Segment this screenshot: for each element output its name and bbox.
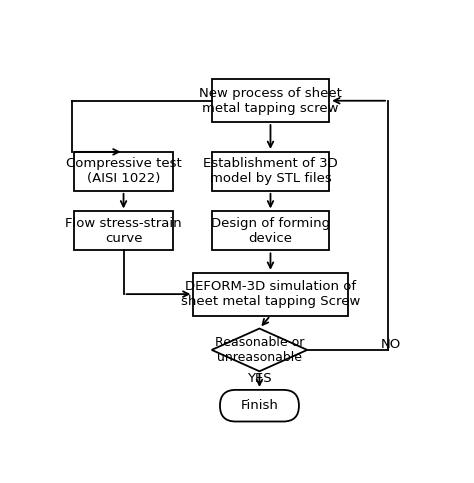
Text: Flow stress-strain
curve: Flow stress-strain curve (65, 217, 182, 245)
Text: Finish: Finish (240, 399, 278, 412)
Text: Reasonable or
unreasonable: Reasonable or unreasonable (215, 336, 304, 364)
Text: Design of forming
device: Design of forming device (211, 217, 330, 245)
Text: YES: YES (247, 372, 272, 385)
FancyBboxPatch shape (212, 152, 329, 191)
FancyBboxPatch shape (212, 212, 329, 250)
Text: New process of sheet
metal tapping screw: New process of sheet metal tapping screw (199, 87, 342, 115)
FancyBboxPatch shape (74, 152, 173, 191)
FancyBboxPatch shape (220, 390, 299, 422)
Text: Establishment of 3D
model by STL files: Establishment of 3D model by STL files (203, 157, 338, 185)
Text: NO: NO (381, 338, 401, 351)
Text: Compressive test
(AISI 1022): Compressive test (AISI 1022) (66, 157, 182, 185)
Polygon shape (212, 328, 307, 371)
FancyBboxPatch shape (193, 273, 347, 315)
FancyBboxPatch shape (74, 212, 173, 250)
FancyBboxPatch shape (212, 79, 329, 122)
Text: DEFORM-3D simulation of
sheet metal tapping Screw: DEFORM-3D simulation of sheet metal tapp… (181, 280, 360, 308)
